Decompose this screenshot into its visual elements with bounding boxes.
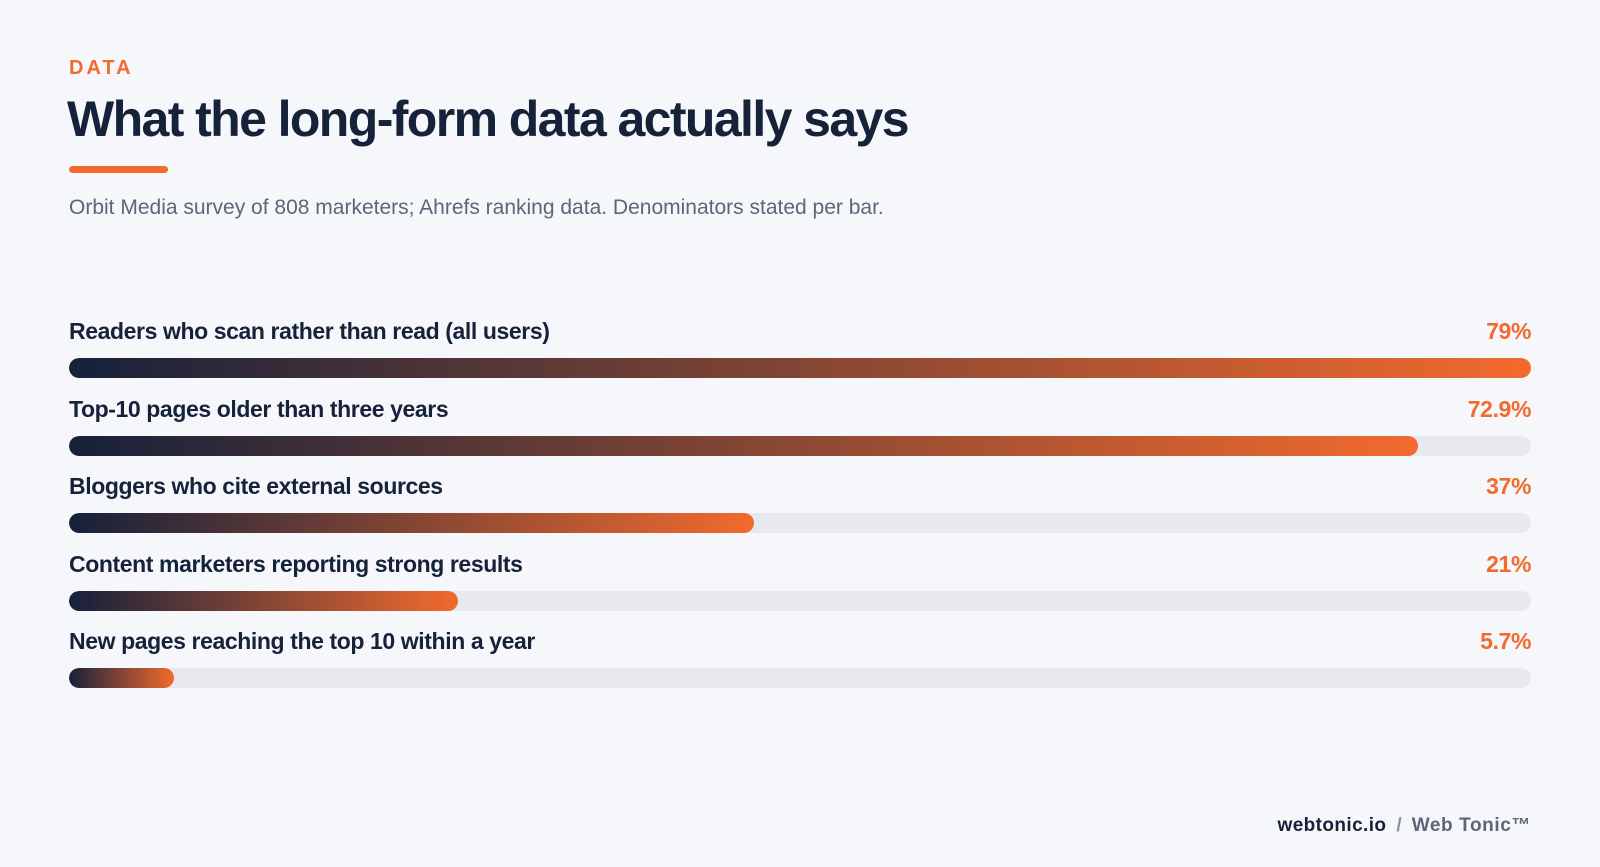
eyebrow-label: DATA xyxy=(69,57,134,79)
bar-track xyxy=(69,358,1531,378)
bar-row: Bloggers who cite external sources 37% xyxy=(69,473,1531,551)
subtitle: Orbit Media survey of 808 marketers; Ahr… xyxy=(69,196,884,219)
bar-row: New pages reaching the top 10 within a y… xyxy=(69,628,1531,706)
bar-row: Top-10 pages older than three years 72.9% xyxy=(69,396,1531,474)
bar-track xyxy=(69,513,1531,533)
bar-label: Readers who scan rather than read (all u… xyxy=(69,318,550,344)
bar-fill xyxy=(69,668,175,688)
bar-chart: Readers who scan rather than read (all u… xyxy=(69,318,1531,706)
bar-label: Top-10 pages older than three years xyxy=(69,395,449,422)
bar-track xyxy=(69,668,1531,688)
bar-fill xyxy=(69,513,754,533)
bar-label: New pages reaching the top 10 within a y… xyxy=(69,628,535,654)
bar-track xyxy=(69,435,1531,456)
title-underline xyxy=(69,166,168,173)
bar-value-label: 21% xyxy=(1486,550,1531,577)
footer-separator: / xyxy=(1396,815,1402,836)
bar-value-label: 37% xyxy=(1486,473,1531,499)
bar-label: Content marketers reporting strong resul… xyxy=(69,550,523,577)
page-title: What the long-form data actually says xyxy=(67,91,910,147)
bar-label: Bloggers who cite external sources xyxy=(69,473,443,499)
bar-fill xyxy=(69,435,1419,456)
footer: webtonic.io / Web Tonic™ xyxy=(1278,815,1531,837)
bar-row: Content marketers reporting strong resul… xyxy=(69,551,1531,629)
bar-row: Readers who scan rather than read (all u… xyxy=(69,318,1531,396)
bar-value-label: 5.7% xyxy=(1480,628,1531,654)
bar-track xyxy=(69,590,1531,611)
footer-brand: Web Tonic™ xyxy=(1411,815,1531,836)
bar-value-label: 72.9% xyxy=(1467,395,1532,422)
footer-site[interactable]: webtonic.io xyxy=(1277,815,1387,836)
bar-fill xyxy=(69,590,458,611)
bar-value-label: 79% xyxy=(1486,318,1531,344)
bar-fill xyxy=(69,358,1531,378)
